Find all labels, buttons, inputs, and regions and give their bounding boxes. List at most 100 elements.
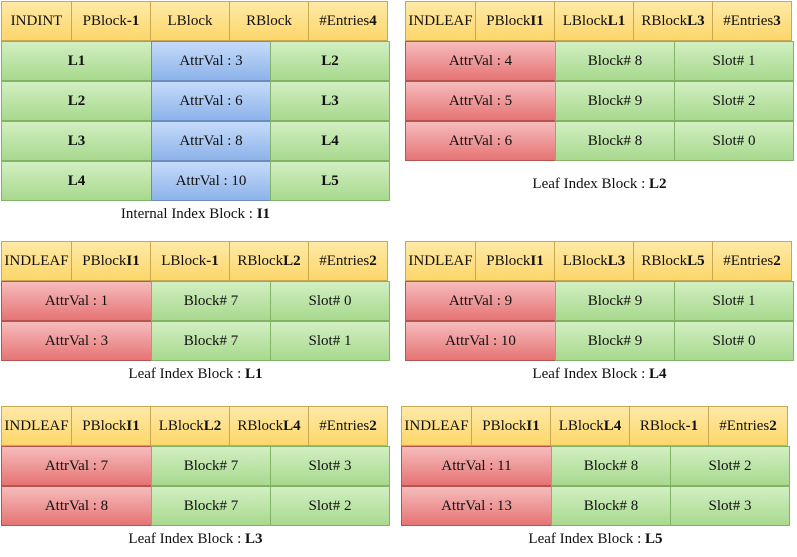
block-caption: Leaf Index Block : L5: [528, 531, 663, 547]
block-number-cell: Block# 7: [151, 446, 271, 486]
block-header: INDINT PBlock -1 LBlock RBlock #Entries …: [1, 1, 389, 41]
block-number-cell: Block# 9: [555, 281, 675, 321]
header-entries: #Entries 2: [308, 241, 388, 281]
attr-value-cell: AttrVal : 8: [1, 486, 152, 526]
block-number-cell: Block# 9: [555, 81, 675, 121]
header-rblock: RBlock: [229, 1, 309, 41]
attr-value-cell: AttrVal : 3: [151, 41, 271, 81]
left-child-cell: L4: [1, 161, 152, 201]
block-number-cell: Block# 7: [151, 486, 271, 526]
table-row: AttrVal : 1 Block# 7 Slot# 0: [1, 281, 390, 321]
block-header: INDLEAF PBlock I1 LBlock L3 RBlock L5 #E…: [405, 241, 793, 281]
header-pblock: PBlock I1: [71, 241, 151, 281]
header-lblock: LBlock L3: [554, 241, 634, 281]
header-lblock: LBlock L2: [150, 406, 230, 446]
leaf-index-block-l4: INDLEAF PBlock I1 LBlock L3 RBlock L5 #E…: [405, 241, 794, 361]
header-lblock: LBlock L4: [550, 406, 630, 446]
slot-number-cell: Slot# 1: [270, 321, 390, 361]
slot-number-cell: Slot# 1: [674, 281, 794, 321]
slot-number-cell: Slot# 0: [674, 121, 794, 161]
right-child-cell: L5: [270, 161, 390, 201]
block-number-cell: Block# 9: [555, 321, 675, 361]
attr-value-cell: AttrVal : 5: [405, 81, 556, 121]
table-row: AttrVal : 10 Block# 9 Slot# 0: [405, 321, 794, 361]
header-rblock: RBlock L4: [229, 406, 309, 446]
header-rblock: RBlock L5: [633, 241, 713, 281]
block-caption: Leaf Index Block : L3: [128, 531, 263, 547]
header-type: INDLEAF: [1, 406, 72, 446]
block-number-cell: Block# 8: [555, 121, 675, 161]
attr-value-cell: AttrVal : 1: [1, 281, 152, 321]
block-number-cell: Block# 7: [151, 321, 271, 361]
attr-value-cell: AttrVal : 10: [405, 321, 556, 361]
header-lblock: LBlock L1: [554, 1, 634, 41]
header-type: INDLEAF: [1, 241, 72, 281]
attr-value-cell: AttrVal : 9: [405, 281, 556, 321]
attr-value-cell: AttrVal : 11: [401, 446, 552, 486]
table-row: AttrVal : 9 Block# 9 Slot# 1: [405, 281, 794, 321]
header-rblock: RBlock L3: [633, 1, 713, 41]
block-number-cell: Block# 7: [151, 281, 271, 321]
header-pblock: PBlock I1: [475, 1, 555, 41]
header-type: INDLEAF: [405, 1, 476, 41]
right-child-cell: L2: [270, 41, 390, 81]
table-row: AttrVal : 7 Block# 7 Slot# 3: [1, 446, 390, 486]
header-lblock: LBlock -1: [150, 241, 230, 281]
right-child-cell: L3: [270, 81, 390, 121]
table-row: AttrVal : 4 Block# 8 Slot# 1: [405, 41, 794, 81]
header-type: INDINT: [1, 1, 72, 41]
leaf-index-block-l2: INDLEAF PBlock I1 LBlock L1 RBlock L3 #E…: [405, 1, 794, 161]
slot-number-cell: Slot# 1: [674, 41, 794, 81]
attr-value-cell: AttrVal : 13: [401, 486, 552, 526]
block-number-cell: Block# 8: [551, 486, 671, 526]
table-row: L2 AttrVal : 6 L3: [1, 81, 390, 121]
attr-value-cell: AttrVal : 3: [1, 321, 152, 361]
slot-number-cell: Slot# 3: [670, 486, 790, 526]
block-header: INDLEAF PBlock I1 LBlock L1 RBlock L3 #E…: [405, 1, 793, 41]
header-pblock: PBlock I1: [475, 241, 555, 281]
header-entries: #Entries 3: [712, 1, 792, 41]
header-rblock: RBlock L2: [229, 241, 309, 281]
block-header: INDLEAF PBlock I1 LBlock L4 RBlock -1 #E…: [401, 406, 789, 446]
header-entries: #Entries 2: [308, 406, 388, 446]
header-lblock: LBlock: [150, 1, 230, 41]
table-row: AttrVal : 6 Block# 8 Slot# 0: [405, 121, 794, 161]
header-pblock: PBlock I1: [71, 406, 151, 446]
right-child-cell: L4: [270, 121, 390, 161]
block-number-cell: Block# 8: [551, 446, 671, 486]
header-rblock: RBlock -1: [629, 406, 709, 446]
table-row: AttrVal : 11 Block# 8 Slot# 2: [401, 446, 790, 486]
attr-value-cell: AttrVal : 7: [1, 446, 152, 486]
attr-value-cell: AttrVal : 6: [405, 121, 556, 161]
block-header: INDLEAF PBlock I1 LBlock -1 RBlock L2 #E…: [1, 241, 389, 281]
slot-number-cell: Slot# 2: [270, 486, 390, 526]
slot-number-cell: Slot# 2: [674, 81, 794, 121]
table-row: AttrVal : 8 Block# 7 Slot# 2: [1, 486, 390, 526]
block-caption: Internal Index Block : I1: [120, 206, 271, 222]
attr-value-cell: AttrVal : 10: [151, 161, 271, 201]
header-type: INDLEAF: [405, 241, 476, 281]
table-row: AttrVal : 13 Block# 8 Slot# 3: [401, 486, 790, 526]
left-child-cell: L3: [1, 121, 152, 161]
block-number-cell: Block# 8: [555, 41, 675, 81]
slot-number-cell: Slot# 0: [270, 281, 390, 321]
left-child-cell: L2: [1, 81, 152, 121]
header-entries: #Entries 4: [308, 1, 388, 41]
left-child-cell: L1: [1, 41, 152, 81]
leaf-index-block-l5: INDLEAF PBlock I1 LBlock L4 RBlock -1 #E…: [401, 406, 790, 526]
table-row: L1 AttrVal : 3 L2: [1, 41, 390, 81]
attr-value-cell: AttrVal : 8: [151, 121, 271, 161]
block-caption: Leaf Index Block : L4: [532, 366, 667, 382]
header-pblock: PBlock -1: [71, 1, 151, 41]
attr-value-cell: AttrVal : 4: [405, 41, 556, 81]
block-caption: Leaf Index Block : L1: [128, 366, 263, 382]
leaf-index-block-l1: INDLEAF PBlock I1 LBlock -1 RBlock L2 #E…: [1, 241, 390, 361]
internal-index-block-i1: INDINT PBlock -1 LBlock RBlock #Entries …: [1, 1, 390, 201]
header-entries: #Entries 2: [712, 241, 792, 281]
header-entries: #Entries 2: [708, 406, 788, 446]
leaf-index-block-l3: INDLEAF PBlock I1 LBlock L2 RBlock L4 #E…: [1, 406, 390, 526]
block-header: INDLEAF PBlock I1 LBlock L2 RBlock L4 #E…: [1, 406, 389, 446]
table-row: L4 AttrVal : 10 L5: [1, 161, 390, 201]
slot-number-cell: Slot# 3: [270, 446, 390, 486]
table-row: L3 AttrVal : 8 L4: [1, 121, 390, 161]
